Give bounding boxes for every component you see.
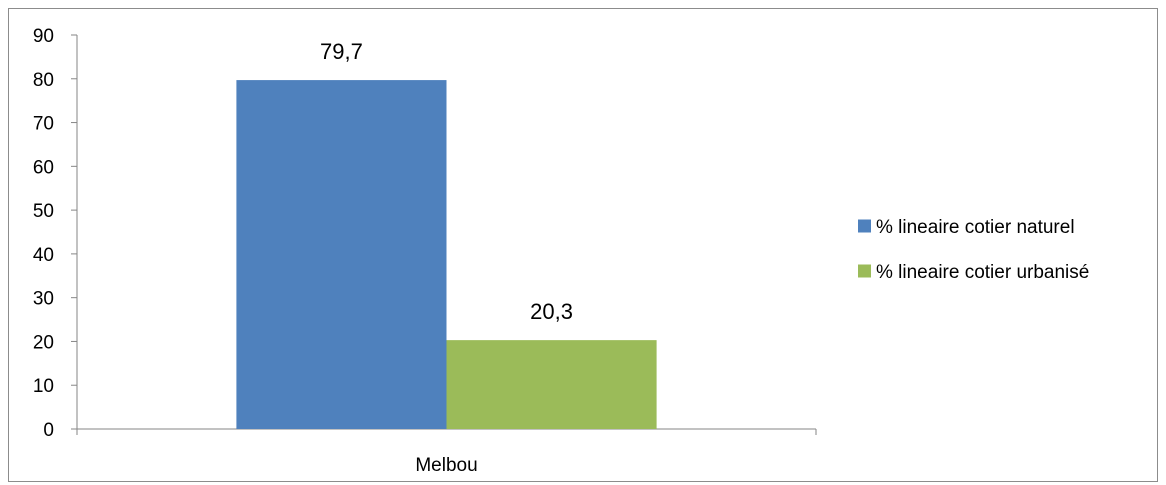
y-tick-label: 90 [33, 26, 54, 47]
bars [236, 80, 656, 429]
data-label: 79,7 [320, 39, 363, 64]
legend: % lineaire cotier naturel % lineaire coti… [858, 217, 1089, 283]
y-tick-label: 50 [33, 201, 54, 222]
y-tick-label: 40 [33, 245, 54, 266]
x-axis: Melbou [77, 429, 816, 476]
y-axis: 0 10 20 30 40 50 60 70 80 90 [33, 26, 77, 441]
y-tick-label: 80 [33, 70, 54, 91]
legend-label: % lineaire cotier urbanisé [876, 262, 1089, 283]
legend-label: % lineaire cotier naturel [876, 217, 1075, 238]
bar [236, 80, 446, 429]
bar [447, 340, 657, 429]
data-label: 20,3 [530, 299, 573, 324]
y-tick-label: 20 [33, 332, 54, 353]
legend-swatch [858, 220, 871, 233]
y-tick-label: 10 [33, 376, 54, 397]
y-tick-label: 60 [33, 157, 54, 178]
x-category-label: Melbou [415, 455, 477, 476]
y-tick-label: 70 [33, 114, 54, 135]
y-tick-label: 30 [33, 289, 54, 310]
legend-swatch [858, 265, 871, 278]
y-tick-label: 0 [43, 420, 54, 441]
